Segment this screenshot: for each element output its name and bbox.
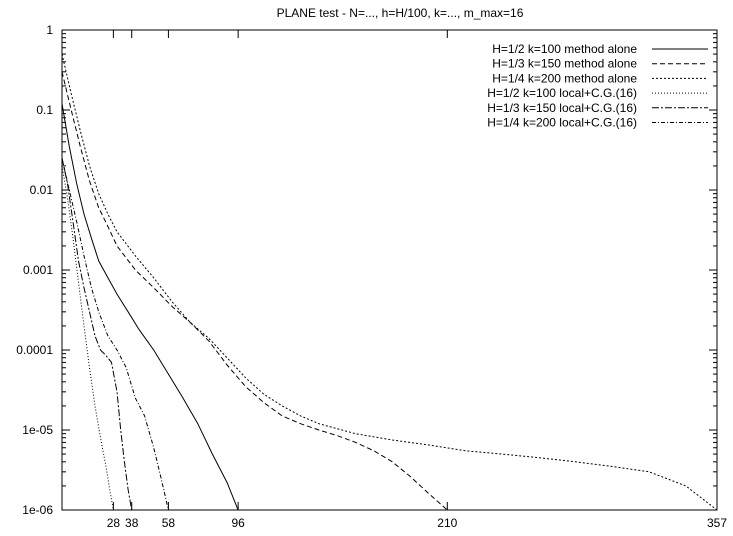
series-line <box>61 158 133 511</box>
x-axis: 28 38 58 96 210 357 <box>107 30 727 530</box>
x-tick-label: 96 <box>231 516 245 530</box>
y-tick-label: 0.0001 <box>16 343 53 357</box>
legend-label: H=1/4 k=200 local+C.G.(16) <box>487 116 637 130</box>
series-line <box>61 165 114 511</box>
chart-title: PLANE test - N=..., h=H/100, k=..., m_ma… <box>277 6 524 20</box>
series-line <box>61 158 169 511</box>
x-tick-label: 210 <box>437 516 457 530</box>
series-line <box>61 53 718 511</box>
legend-label: H=1/2 k=100 method alone <box>492 42 637 56</box>
x-tick-label: 357 <box>707 516 727 530</box>
legend-label: H=1/4 k=200 method alone <box>492 71 637 85</box>
y-axis: 1 0.1 0.01 0.001 0.0001 1e-05 1e-06 <box>16 23 717 517</box>
x-tick-label: 58 <box>162 516 176 530</box>
y-tick-label: 0.001 <box>23 263 53 277</box>
y-tick-label: 1e-06 <box>22 503 53 517</box>
series-line <box>61 71 448 511</box>
legend-label: H=1/3 k=150 method alone <box>492 57 637 71</box>
y-tick-label: 1 <box>46 23 53 37</box>
series-lines <box>61 53 718 511</box>
y-tick-label: 0.1 <box>36 103 53 117</box>
x-tick-label: 28 <box>107 516 121 530</box>
legend-label: H=1/2 k=100 local+C.G.(16) <box>487 86 637 100</box>
series-line <box>61 103 239 511</box>
legend-label: H=1/3 k=150 local+C.G.(16) <box>487 101 637 115</box>
y-tick-label: 1e-05 <box>22 423 53 437</box>
y-tick-label: 0.01 <box>30 183 54 197</box>
x-tick-label: 38 <box>125 516 139 530</box>
